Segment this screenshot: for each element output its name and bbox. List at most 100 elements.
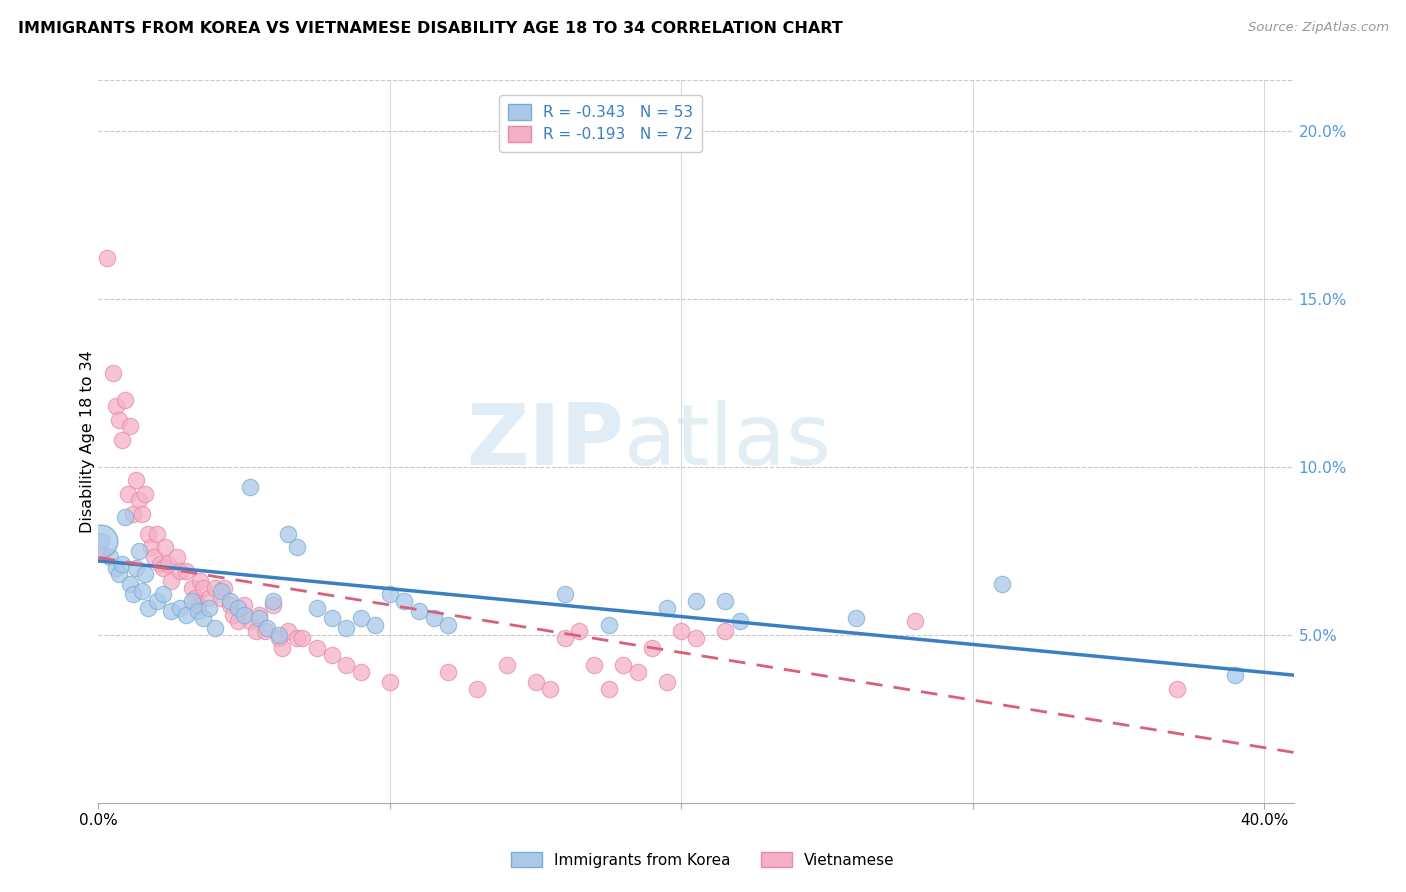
Point xyxy=(111,558,134,572)
Point xyxy=(90,533,112,548)
Point xyxy=(131,584,153,599)
Point xyxy=(136,600,159,615)
Point xyxy=(128,493,150,508)
Point xyxy=(269,631,291,645)
Point xyxy=(221,607,243,622)
Point xyxy=(120,419,142,434)
Point xyxy=(114,510,136,524)
Point xyxy=(247,607,270,622)
Point xyxy=(142,550,165,565)
Point xyxy=(160,574,183,588)
Point xyxy=(655,674,678,689)
Point xyxy=(262,598,284,612)
Point xyxy=(152,587,174,601)
Point xyxy=(90,547,112,561)
Point xyxy=(166,550,188,565)
Point xyxy=(122,507,145,521)
Point xyxy=(174,607,197,622)
Point xyxy=(90,533,112,548)
Point xyxy=(174,564,197,578)
Point xyxy=(128,543,150,558)
Point xyxy=(437,617,460,632)
Point xyxy=(139,541,162,555)
Point xyxy=(685,594,707,608)
Point xyxy=(228,615,250,629)
Point xyxy=(111,433,134,447)
Point xyxy=(233,607,256,622)
Point xyxy=(598,617,620,632)
Point xyxy=(108,413,131,427)
Point xyxy=(204,621,226,635)
Point xyxy=(209,591,232,605)
Point xyxy=(422,611,444,625)
Point xyxy=(245,624,267,639)
Point xyxy=(256,621,278,635)
Point xyxy=(131,507,153,521)
Point xyxy=(169,564,191,578)
Point xyxy=(903,615,925,629)
Legend: R = -0.343   N = 53, R = -0.193   N = 72: R = -0.343 N = 53, R = -0.193 N = 72 xyxy=(499,95,702,152)
Point xyxy=(335,621,357,635)
Point xyxy=(228,600,250,615)
Text: atlas: atlas xyxy=(624,400,832,483)
Point xyxy=(538,681,561,696)
Point xyxy=(160,604,183,618)
Point xyxy=(193,581,215,595)
Text: IMMIGRANTS FROM KOREA VS VIETNAMESE DISABILITY AGE 18 TO 34 CORRELATION CHART: IMMIGRANTS FROM KOREA VS VIETNAMESE DISA… xyxy=(18,21,844,36)
Point xyxy=(136,527,159,541)
Point xyxy=(285,541,308,555)
Point xyxy=(104,560,127,574)
Point xyxy=(218,594,240,608)
Point xyxy=(157,558,180,572)
Point xyxy=(728,615,751,629)
Point xyxy=(193,611,215,625)
Point xyxy=(117,486,139,500)
Point xyxy=(378,587,401,601)
Point xyxy=(378,674,401,689)
Legend: Immigrants from Korea, Vietnamese: Immigrants from Korea, Vietnamese xyxy=(505,846,901,873)
Point xyxy=(641,641,664,656)
Point xyxy=(291,631,314,645)
Point xyxy=(277,527,299,541)
Point xyxy=(845,611,868,625)
Point xyxy=(218,598,240,612)
Point xyxy=(120,577,142,591)
Point xyxy=(152,560,174,574)
Text: Source: ZipAtlas.com: Source: ZipAtlas.com xyxy=(1249,21,1389,34)
Y-axis label: Disability Age 18 to 34: Disability Age 18 to 34 xyxy=(80,351,94,533)
Point xyxy=(134,486,156,500)
Point xyxy=(554,587,576,601)
Point xyxy=(183,591,205,605)
Point xyxy=(169,600,191,615)
Point xyxy=(467,681,489,696)
Point xyxy=(134,567,156,582)
Point xyxy=(685,631,707,645)
Point xyxy=(714,624,737,639)
Point xyxy=(155,541,177,555)
Point xyxy=(96,252,118,266)
Point xyxy=(612,658,634,673)
Point xyxy=(190,574,212,588)
Point xyxy=(198,591,221,605)
Point xyxy=(180,581,202,595)
Point xyxy=(233,598,256,612)
Point xyxy=(122,587,145,601)
Point xyxy=(364,617,387,632)
Point xyxy=(394,594,416,608)
Point xyxy=(253,624,276,639)
Point xyxy=(495,658,517,673)
Point xyxy=(321,648,343,662)
Point xyxy=(671,624,693,639)
Point xyxy=(627,665,650,679)
Point xyxy=(239,615,262,629)
Point xyxy=(212,581,235,595)
Point xyxy=(277,624,299,639)
Point xyxy=(524,674,547,689)
Point xyxy=(145,594,167,608)
Point xyxy=(239,480,262,494)
Point xyxy=(350,611,373,625)
Point xyxy=(204,581,226,595)
Point xyxy=(991,577,1014,591)
Point xyxy=(186,598,208,612)
Point xyxy=(145,527,167,541)
